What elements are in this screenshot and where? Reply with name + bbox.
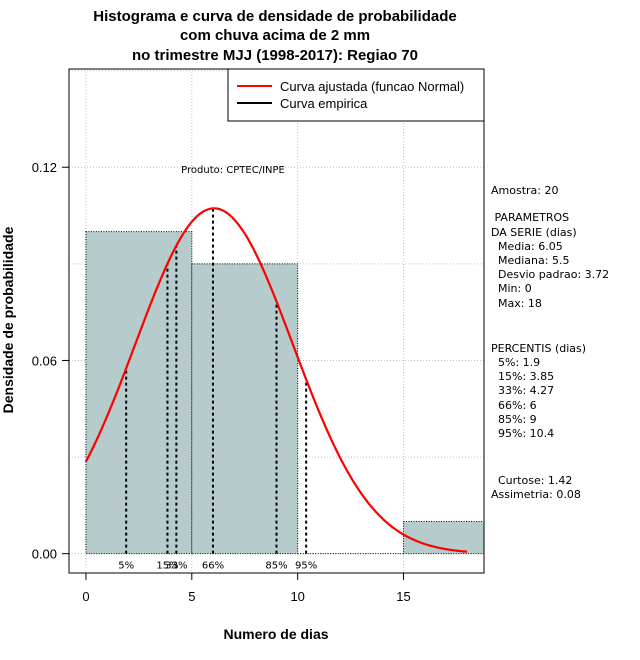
tick-labels: 0 5 10 15 0.00 0.06 0.12 — [32, 160, 411, 604]
histogram-bar-1 — [191, 263, 299, 555]
normal-curve — [84, 207, 468, 553]
percentile-label-5: 95% — [295, 561, 317, 572]
stats-percentiles-heading: PERCENTIS (dias) — [491, 342, 586, 355]
stats-mean: Media: 6.05 — [491, 240, 563, 253]
percentile-label-1: 15% — [156, 561, 178, 572]
stats-params-heading-1: PARAMETROS — [491, 211, 569, 224]
y-tick-label-1: 0.06 — [32, 353, 57, 368]
legend-box — [227, 68, 485, 122]
x-tick-label-0: 0 — [82, 589, 89, 604]
legend-label-normal: Curva ajustada (funcao Normal) — [280, 79, 464, 94]
normal-curve-layer — [84, 207, 468, 553]
x-tick-label-3: 15 — [396, 589, 410, 604]
stats-min: Min: 0 — [491, 282, 532, 295]
percentile-label-2: 33% — [165, 561, 187, 572]
percentile-lines: 5% 15%33% 66% 85% 95% — [118, 208, 317, 572]
chart-title-line-2: com chuva acima de 2 mm — [180, 27, 370, 44]
stats-p15: 15%: 3.85 — [491, 370, 554, 383]
legend-label-empirical: Curva empirica — [280, 96, 368, 111]
chart-title-line-1: Histograma e curva de densidade de proba… — [93, 8, 456, 25]
x-axis-title: Numero de dias — [223, 626, 328, 642]
percentile-label-0: 5% — [118, 561, 134, 572]
percentile-label-4: 85% — [265, 561, 287, 572]
stats-p66: 66%: 6 — [491, 399, 537, 412]
x-tick-label-2: 10 — [290, 589, 304, 604]
chart-title: Histograma e curva de densidade de proba… — [93, 8, 456, 64]
stats-kurtosis: Curtose: 1.42 — [491, 474, 572, 487]
y-axis-title: Densidade de probabilidade — [0, 226, 16, 413]
chart-title-line-3: no trimestre MJJ (1998-2017): Regiao 70 — [132, 47, 418, 64]
stats-params-heading-2: DA SERIE (dias) — [491, 226, 577, 239]
percentile-label-3: 66% — [202, 561, 224, 572]
stats-max: Max: 18 — [491, 297, 542, 310]
stats-sd: Desvio padrao: 3.72 — [491, 268, 609, 281]
y-tick-label-2: 0.12 — [32, 160, 57, 175]
histogram-bars — [85, 231, 485, 555]
x-tick-label-1: 5 — [188, 589, 195, 604]
y-tick-label-0: 0.00 — [32, 547, 57, 562]
stats-panel: Amostra: 20 PARAMETROS DA SERIE (dias) M… — [491, 184, 609, 501]
stats-skewness: Assimetria: 0.08 — [491, 488, 581, 501]
legend: Curva ajustada (funcao Normal) Curva emp… — [227, 68, 485, 122]
product-annotation: Produto: CPTEC/INPE — [181, 165, 285, 176]
stats-p85: 85%: 9 — [491, 413, 537, 426]
stats-sample: Amostra: 20 — [491, 184, 558, 197]
stats-median: Mediana: 5.5 — [491, 254, 569, 267]
histogram-bar-0 — [85, 231, 193, 555]
stats-p33: 33%: 4.27 — [491, 384, 554, 397]
stats-p5: 5%: 1.9 — [491, 356, 540, 369]
stats-p95: 95%: 10.4 — [491, 427, 554, 440]
